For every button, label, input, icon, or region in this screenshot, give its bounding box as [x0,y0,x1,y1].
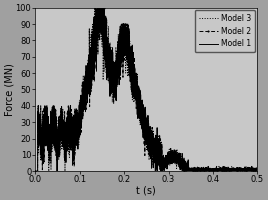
Model 3 [129,80,132,83]
Model 3 [119,32,122,34]
Model 1 [251,169,255,171]
Model 3 [228,169,231,171]
Line: Model 3: Model 3 [35,8,257,171]
Model 2 [96,6,99,9]
Model 1 [119,35,122,37]
Model 3 [256,170,259,172]
Model 2 [59,128,62,130]
Line: Model 2: Model 2 [35,7,258,172]
Model 1 [59,118,62,121]
Model 3 [34,170,37,172]
Model 3 [72,142,76,145]
Model 3 [251,167,255,169]
Model 1 [228,170,231,172]
X-axis label: t (s): t (s) [136,186,156,196]
Model 2 [251,170,255,172]
Model 3 [93,6,96,9]
Model 1 [96,6,99,9]
Model 3 [59,136,62,139]
Model 2 [119,54,122,56]
Y-axis label: Force (MN): Force (MN) [4,63,14,116]
Model 1 [72,139,76,141]
Model 2 [129,58,132,61]
Model 2 [34,170,37,172]
Model 2 [256,169,259,171]
Model 2 [72,122,76,124]
Model 2 [228,170,231,172]
Model 1 [129,52,132,55]
Legend: Model 3, Model 2, Model 1: Model 3, Model 2, Model 1 [195,10,255,52]
Line: Model 1: Model 1 [35,8,257,171]
Model 1 [256,169,259,171]
Model 1 [34,170,37,172]
